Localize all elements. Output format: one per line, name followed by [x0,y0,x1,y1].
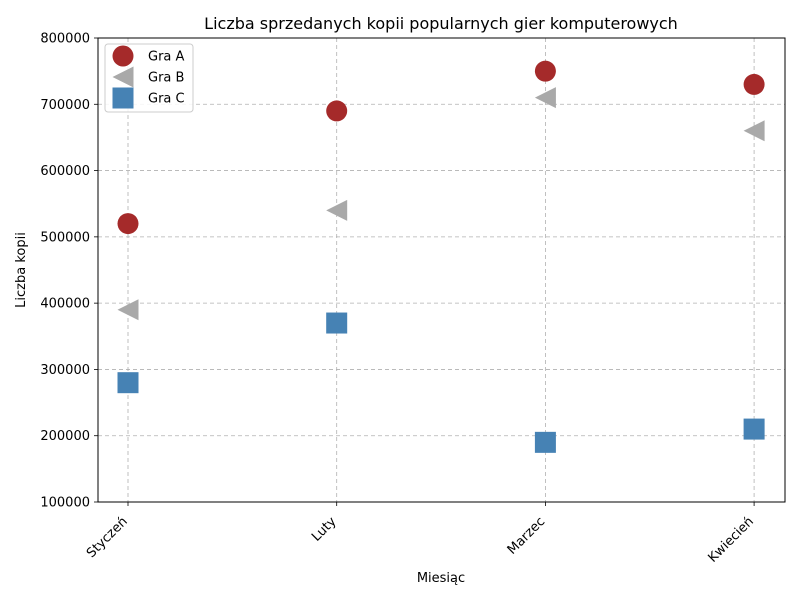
plot-frame [97,37,786,503]
data-point [326,312,348,334]
data-point [743,418,765,440]
y-tick-label: 800000 [40,32,90,47]
y-tick-label: 100000 [40,496,90,511]
legend-marker [112,45,134,67]
x-tick-label: Luty [309,514,340,545]
x-tick-label: Styczeń [84,514,131,561]
data-point [326,199,348,221]
legend-marker [112,87,134,109]
legend-label: Gra B [148,71,184,86]
x-tick-label: Kwiecień [705,514,756,565]
legend-marker [112,66,134,88]
legend-label: Gra C [148,92,185,107]
y-tick-label: 600000 [40,164,90,179]
y-tick-label: 400000 [40,297,90,312]
points-layer [117,60,765,453]
legend-label: Gra A [148,50,185,65]
data-point [743,73,765,95]
data-point [117,213,139,235]
x-tick-label: Marzec [505,514,548,557]
data-point [117,372,139,394]
y-axis-label: Liczba kopii [14,232,29,308]
y-tick-label: 500000 [40,230,90,245]
data-point [534,431,556,453]
y-tick-label: 300000 [40,363,90,378]
data-point [534,60,556,82]
data-point [326,100,348,122]
data-point [534,87,556,109]
y-tick-label: 200000 [40,429,90,444]
y-tick-label: 700000 [40,98,90,113]
data-point [117,299,139,321]
grid-layer [98,37,785,503]
chart-title: Liczba sprzedanych kopii popularnych gie… [204,14,678,33]
x-axis-label: Miesiąc [417,571,465,586]
legend: Gra A Gra B Gra C [104,43,194,113]
data-point [743,120,765,142]
